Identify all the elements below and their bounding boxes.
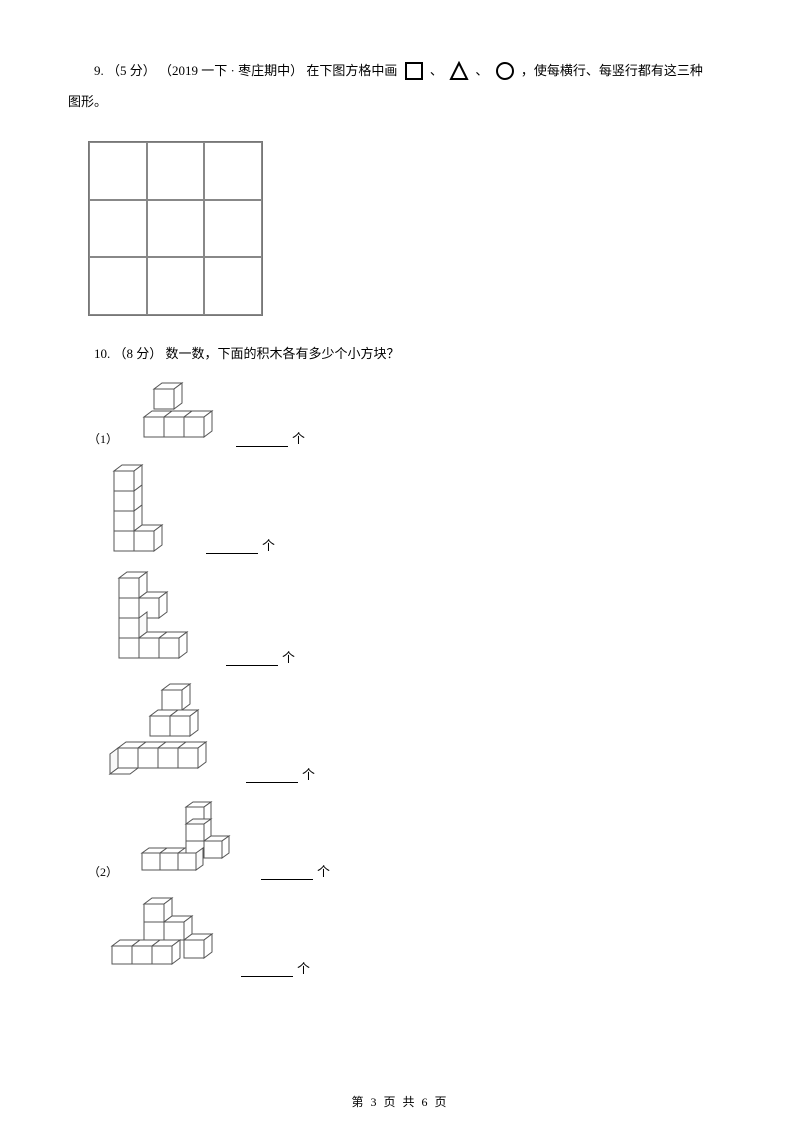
page-footer: 第 3 页 共 6 页 xyxy=(0,1093,800,1110)
answer-blank-2[interactable] xyxy=(206,540,258,554)
sub-item-1: （1） 个 xyxy=(88,379,732,449)
sub-item-6: 个 xyxy=(88,894,732,979)
square-icon xyxy=(404,61,424,81)
answer-blank-4[interactable] xyxy=(246,769,298,783)
grid-3x3 xyxy=(88,141,263,316)
cube-figure-3 xyxy=(94,568,214,668)
answer-blank-3[interactable] xyxy=(226,652,278,666)
q9-number: 9. xyxy=(94,63,104,78)
answer-blank-1[interactable] xyxy=(236,433,288,447)
q10-points: （8 分） xyxy=(114,346,163,361)
suffix-5: 个 xyxy=(317,861,330,880)
sub-item-4: 个 xyxy=(88,680,732,785)
q9-sep1: 、 xyxy=(430,63,443,78)
suffix-3: 个 xyxy=(282,647,295,666)
question-9: 9. （5 分） （2019 一下 · 枣庄期中） 在下图方格中画 、 、 ，使… xyxy=(68,55,732,88)
cube-figure-5 xyxy=(124,797,249,882)
circle-icon xyxy=(495,61,515,81)
q9-sep2: 、 xyxy=(475,63,488,78)
sub-item-2: 个 xyxy=(88,461,732,556)
sub-label-5: （2） xyxy=(88,863,118,880)
sub-item-5: （2） 个 xyxy=(88,797,732,882)
suffix-1: 个 xyxy=(292,428,305,447)
q9-text-d: ，使每横行、每竖行都有这三种 xyxy=(521,63,703,78)
q10-text: 数一数，下面的积木各有多少个小方块？ xyxy=(166,346,400,361)
footer-suffix: 页 xyxy=(430,1095,449,1109)
q9-source: （2019 一下 · 枣庄期中） xyxy=(159,63,303,78)
q9-text-a: 在下图方格中画 xyxy=(306,63,397,78)
sub-item-3: 个 xyxy=(88,568,732,668)
q9-text-e: 图形。 xyxy=(68,88,732,117)
question-10: 10. （8 分） 数一数，下面的积木各有多少个小方块？ xyxy=(68,341,732,367)
footer-mid: 页 共 xyxy=(378,1095,421,1109)
cube-figure-4 xyxy=(94,680,234,785)
q10-number: 10. xyxy=(94,346,110,361)
answer-blank-5[interactable] xyxy=(261,866,313,880)
cube-figure-6 xyxy=(94,894,229,979)
suffix-4: 个 xyxy=(302,764,315,783)
q9-points: （5 分） xyxy=(107,63,156,78)
footer-total: 6 xyxy=(422,1095,430,1109)
suffix-6: 个 xyxy=(297,958,310,977)
sub-label-1: （1） xyxy=(88,430,118,447)
cube-figure-1 xyxy=(124,379,224,449)
footer-prefix: 第 xyxy=(351,1095,370,1109)
answer-blank-6[interactable] xyxy=(241,963,293,977)
cube-figure-2 xyxy=(94,461,194,556)
triangle-icon xyxy=(449,61,469,81)
suffix-2: 个 xyxy=(262,535,275,554)
